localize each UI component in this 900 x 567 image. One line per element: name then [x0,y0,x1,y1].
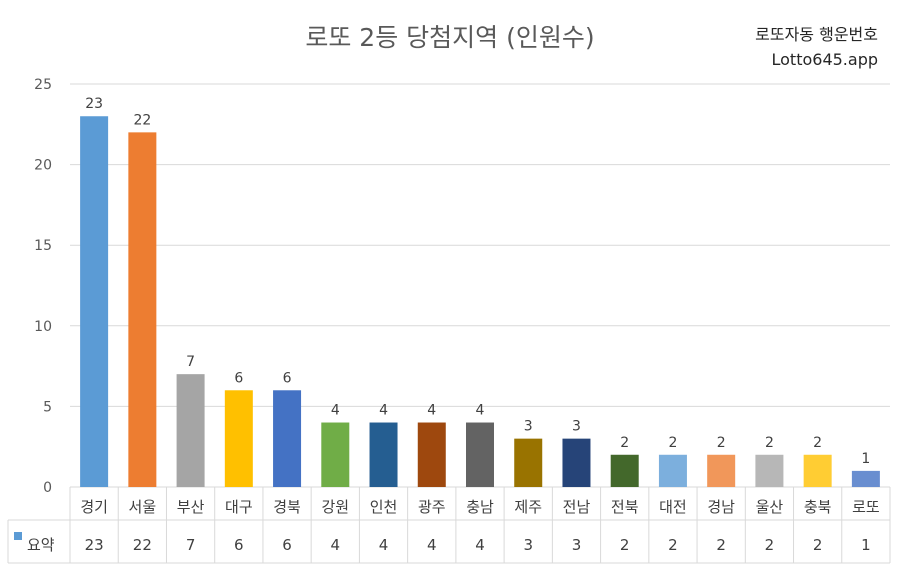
legend-swatch [14,532,22,540]
watermark: 로또자동 행운번호 Lotto645.app [755,22,878,72]
category-label: 대전 [659,498,687,516]
y-tick-label: 5 [43,399,52,415]
category-label: 울산 [756,498,784,516]
table-value: 7 [186,536,196,554]
data-label: 7 [186,354,195,370]
category-label: 로또 [852,498,880,516]
data-label: 4 [427,403,436,419]
data-label: 6 [234,370,243,386]
watermark-line-2: Lotto645.app [771,50,879,69]
bar [321,422,350,487]
table-value: 4 [475,536,485,554]
y-tick-label: 20 [34,158,52,174]
data-label: 4 [331,403,340,419]
bar [803,454,832,487]
category-label: 경북 [273,498,301,516]
table-value: 23 [85,536,104,554]
bar [851,470,880,487]
y-tick-label: 0 [43,480,52,496]
data-label: 4 [476,403,485,419]
table-value: 2 [668,536,678,554]
table-value: 4 [331,536,341,554]
bar [417,422,446,487]
table-value: 1 [861,536,871,554]
category-label: 경남 [707,498,735,516]
data-label: 2 [765,435,774,451]
category-label: 전북 [611,498,639,516]
legend-label: 요약 [27,536,55,554]
y-tick-label: 25 [34,77,52,93]
table-value: 4 [427,536,437,554]
category-label: 강원 [321,498,349,516]
data-label: 3 [572,419,581,435]
table-value: 3 [523,536,533,554]
data-label: 6 [283,370,292,386]
bar [755,454,784,487]
bar [176,374,205,487]
bar [224,390,253,487]
category-label: 충남 [466,498,494,516]
table-value: 2 [765,536,775,554]
category-label: 서울 [129,498,157,516]
table-value: 4 [379,536,389,554]
table-value: 22 [133,536,152,554]
category-label: 충북 [804,498,832,516]
table-value: 3 [572,536,582,554]
data-label: 2 [668,435,677,451]
bar [562,438,591,487]
data-label: 22 [133,112,151,128]
bar [273,390,302,487]
table-value: 2 [620,536,630,554]
y-tick-label: 15 [34,238,52,254]
watermark-line-1: 로또자동 행운번호 [755,25,878,44]
data-label: 23 [85,96,103,112]
bar [707,454,736,487]
table-value: 6 [234,536,244,554]
bar [80,116,109,488]
y-tick-label: 10 [34,319,52,335]
bar [128,132,157,488]
category-label: 대구 [225,498,253,516]
bar [658,454,687,487]
category-label: 제주 [514,498,542,516]
data-label: 2 [620,435,629,451]
data-label: 2 [717,435,726,451]
data-label: 4 [379,403,388,419]
category-label: 광주 [418,498,446,516]
data-label: 3 [524,419,533,435]
table-value: 2 [813,536,823,554]
category-label: 경기 [80,498,108,516]
table-value: 2 [716,536,726,554]
bar [369,422,398,487]
bar [610,454,639,487]
chart-title: 로또 2등 당첨지역 (인원수) [305,23,595,52]
category-label: 전남 [563,498,591,516]
category-label: 인천 [370,498,398,516]
category-label: 부산 [177,498,205,516]
data-label: 1 [861,451,870,467]
bar [514,438,543,487]
bar [466,422,494,487]
data-label: 2 [813,435,822,451]
table-value: 6 [282,536,292,554]
